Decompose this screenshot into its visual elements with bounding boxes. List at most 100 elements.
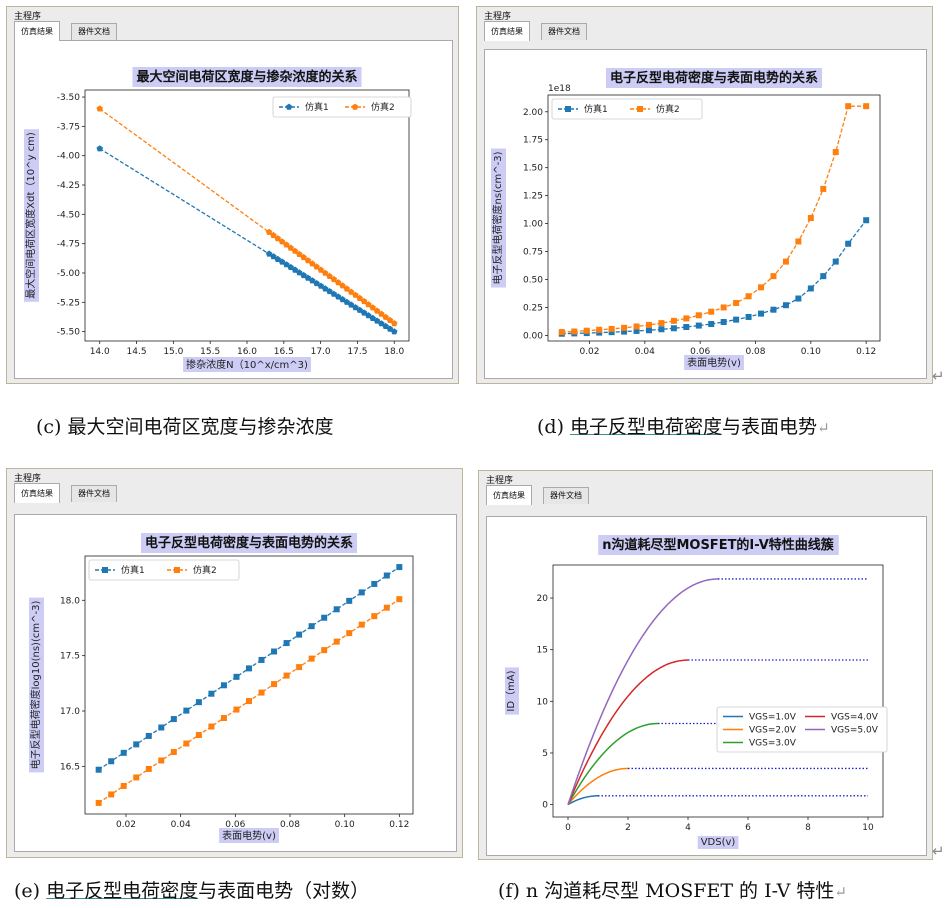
data-point [278,258,286,265]
data-point [358,589,365,596]
chart-title-background [605,68,823,88]
chart-title: 电子反型电荷密度与表面电势的关系 [145,535,353,551]
x-tick-label: 0.02 [579,347,599,357]
tab-simulation-results[interactable]: 仿真结果 [14,483,60,503]
data-point [758,310,765,317]
data-point [304,257,312,264]
x-tick-label: 16.0 [237,347,257,357]
chart-title: 最大空间电荷区宽度与掺杂浓度的关系 [136,69,357,85]
data-point [608,329,615,336]
data-point [832,149,839,156]
data-point [391,320,398,327]
y-tick-label: 16.5 [60,762,80,772]
chart-c: 14.0 14.5 15.0 15.5 16.0 16.5 17.0 17.5 18.0 -3.5… [24,67,412,372]
data-point [352,304,359,311]
data-point [313,263,320,270]
data-point [220,715,227,722]
data-point [220,682,227,689]
data-point [845,103,852,110]
data-point [807,285,814,292]
data-point [386,316,394,323]
y-tick-label: 1.75 [523,136,543,146]
data-point [283,241,290,248]
tab-device-docs[interactable]: 器件文档 [543,487,589,504]
data-point [183,740,190,747]
y-tick-label: -3.50 [57,93,81,103]
y-tick-label: -5.00 [57,269,81,279]
y-tick-label: -5.50 [57,328,81,338]
data-point [346,597,353,604]
y-tick-label: 10 [537,697,549,707]
legend-label: VGS=5.0V [831,726,879,736]
data-point [621,328,628,335]
data-point [382,322,389,329]
data-point [396,564,403,571]
data-point [296,664,303,671]
data-point [308,655,315,662]
y-tick-label: -4.75 [57,240,80,250]
data-point [313,280,320,287]
data-point [391,328,398,335]
data-point [108,791,115,798]
tab-simulation-results[interactable]: 仿真结果 [484,21,530,41]
x-tick-label: 0.08 [745,347,765,357]
data-point [658,326,665,333]
data-point [733,299,740,306]
y-axis-label: 电子反型电荷密度ns(cm^-3) [491,151,504,284]
tab-device-docs[interactable]: 器件文档 [541,23,587,40]
panel-f-window: 主程序 仿真结果 器件文档 0 2 4 6 8 10 0 5 10 15 20 n沟道耗尽型MOSFE… [478,470,933,860]
y-tick-label: 17.5 [60,652,80,662]
caption-f: (f) n 沟道耗尽型 MOSFET 的 I-V 特性↵ [498,876,847,903]
data-point [758,284,765,291]
x-tick-label: 15.5 [200,347,220,357]
data-point [208,690,215,697]
data-point [308,623,315,630]
data-point [645,321,652,328]
data-point [170,716,177,723]
data-point [633,327,640,334]
caption-f-text: (f) n 沟道耗尽型 MOSFET 的 I-V 特性 [498,880,835,902]
data-point [233,706,240,713]
data-point [283,672,290,679]
tab-simulation-results[interactable]: 仿真结果 [14,21,60,41]
data-point [583,327,590,334]
legend-label: 仿真1 [584,103,608,115]
legend-marker [351,103,359,110]
data-point [300,253,307,261]
data-point [317,282,325,289]
y-tick-label: -4.50 [57,210,81,220]
data-point [96,105,103,112]
data-point [356,306,363,313]
legend-label: 仿真1 [305,101,329,113]
legend-label: VGS=2.0V [749,726,797,736]
iv-curve [567,578,719,805]
y-axis-label: 电子反型电荷密度log10(ns)(cm^-3) [29,601,42,770]
tab-device-docs[interactable]: 器件文档 [71,23,117,40]
y-tick-label: 0 [542,801,548,811]
data-point [795,295,802,302]
data-point [383,572,390,579]
y-tick-label: 1.25 [523,192,543,202]
x-tick-label: 0.04 [635,347,655,357]
axis-label-background [183,357,311,372]
caption-c: (c) 最大空间电荷区宽度与掺杂浓度 [36,416,334,438]
iv-curve [567,767,628,806]
axis-label-background [697,836,739,849]
data-point [270,231,277,239]
data-point [330,276,338,283]
data-point [343,285,350,292]
data-point [296,250,303,257]
tab-simulation-results[interactable]: 仿真结果 [486,485,532,505]
data-point [334,293,342,300]
data-point [270,253,277,260]
x-tick-label: 0.06 [690,347,710,357]
tab-device-docs[interactable]: 器件文档 [71,485,117,502]
chart-title-background [140,533,358,553]
data-point [571,328,578,335]
caption-d: (d) 电子反型电荷密度与表面电势↵ [537,412,830,439]
data-point [383,604,390,611]
x-tick-label: 0 [565,823,571,833]
y-tick-label: -4.25 [57,181,80,191]
data-point [360,309,368,316]
caption-d-underlined: 电子反型电荷密度 [570,416,723,438]
